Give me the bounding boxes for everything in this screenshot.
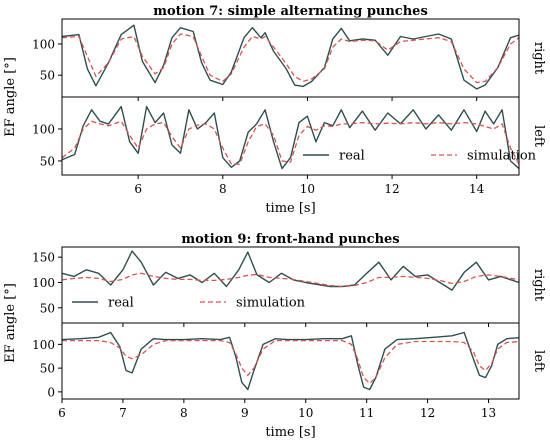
x-axis-label: time [s]: [265, 201, 315, 216]
x-tick-label: 14: [469, 182, 485, 196]
series-line-real: [62, 24, 519, 90]
series-line-simulation: [62, 339, 519, 384]
chart-title: motion 9: front-hand punches: [181, 232, 399, 247]
x-tick-label: 11: [359, 406, 374, 420]
y-tick-label: 50: [40, 362, 55, 376]
panel-side-label: left: [531, 350, 546, 373]
y-tick-label: 150: [32, 251, 55, 265]
legend-label-simulation: simulation: [236, 296, 306, 311]
chart-title: motion 7: simple alternating punches: [153, 4, 428, 19]
axes-frame: [61, 18, 520, 98]
panel-side-label: right: [531, 42, 546, 75]
y-tick-label: 100: [32, 37, 55, 51]
x-tick-label: 10: [298, 406, 313, 420]
panel-side-label: right: [531, 269, 546, 302]
panel-side-label: left: [531, 125, 546, 148]
legend-label-real: real: [108, 296, 134, 311]
x-tick-label: 6: [58, 406, 66, 420]
y-tick-label: 50: [40, 154, 55, 168]
y-axis-label: EF angle [°]: [3, 283, 18, 363]
axes-frame: [61, 322, 520, 400]
series-line-real: [62, 331, 519, 391]
series-line-real: [62, 105, 519, 170]
x-tick-label: 6: [134, 182, 142, 196]
x-tick-label: 10: [300, 182, 315, 196]
x-tick-label: 12: [384, 182, 399, 196]
x-axis-label: time [s]: [265, 425, 315, 440]
y-tick-label: 100: [32, 338, 55, 352]
y-tick-label: 100: [32, 122, 55, 136]
series-line-simulation: [62, 33, 519, 84]
y-axis-label: EF angle [°]: [3, 57, 18, 137]
x-tick-label: 13: [481, 406, 496, 420]
x-tick-label: 12: [420, 406, 435, 420]
series-line-real: [62, 250, 519, 291]
legend-label-simulation: simulation: [467, 149, 537, 164]
axes-frame: [61, 246, 520, 324]
axes-frame: [61, 96, 520, 176]
legend-label-real: real: [339, 149, 365, 164]
x-tick-label: 7: [119, 406, 127, 420]
y-tick-label: 0: [47, 385, 55, 399]
y-tick-label: 100: [32, 276, 55, 290]
x-tick-label: 9: [241, 406, 249, 420]
series-line-simulation: [62, 272, 519, 288]
y-tick-label: 50: [40, 69, 55, 83]
y-tick-label: 50: [40, 301, 55, 315]
x-tick-label: 8: [180, 406, 188, 420]
x-tick-label: 8: [219, 182, 227, 196]
